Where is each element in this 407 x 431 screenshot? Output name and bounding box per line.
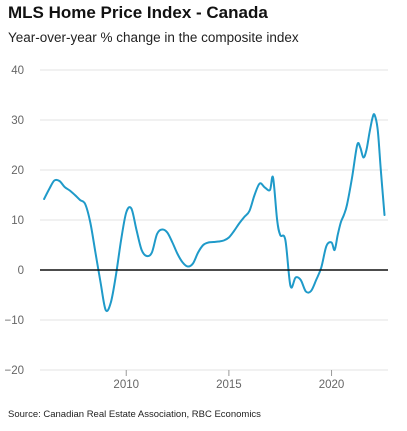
chart-title: MLS Home Price Index - Canada [8,3,268,22]
y-tick-label: −10 [4,315,24,327]
y-axis-ticks: −20 −10 0 10 20 30 40 [4,65,24,377]
source-note: Source: Canadian Real Estate Association… [8,409,261,420]
y-tick-label: 20 [11,165,24,177]
chart-subtitle: Year-over-year % change in the composite… [8,30,299,45]
x-axis-ticks: 2010 2015 2020 [113,370,344,391]
y-tick-label: 10 [11,215,24,227]
x-tick-label: 2020 [319,379,345,391]
series-layer [43,113,386,313]
y-tick-label: 40 [11,65,24,77]
y-tick-label: −20 [4,365,24,377]
gridlines [40,69,388,371]
y-tick-label: 0 [18,265,24,277]
x-tick-label: 2010 [113,379,139,391]
y-tick-label: 30 [11,115,24,127]
series-line [43,113,386,313]
x-tick-label: 2015 [216,379,242,391]
